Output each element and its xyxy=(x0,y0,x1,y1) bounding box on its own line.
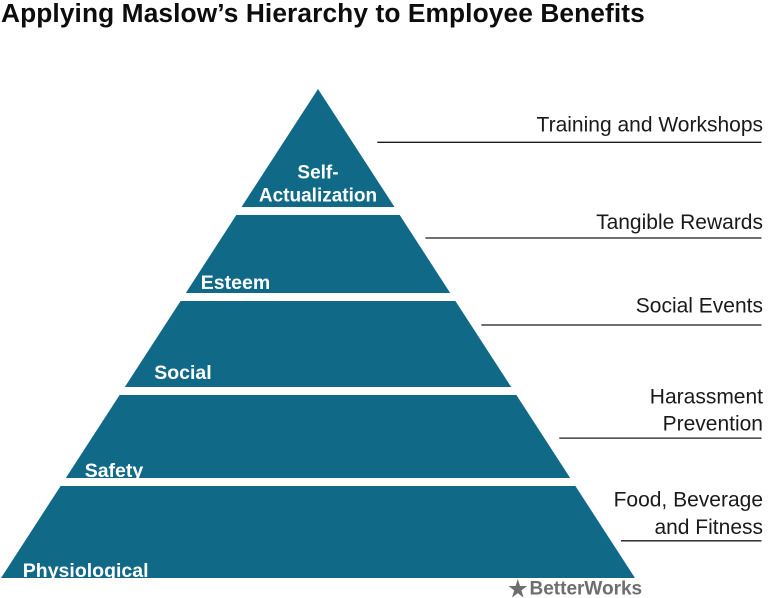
svg-text:Harassment: Harassment xyxy=(650,385,763,408)
svg-text:Training and Workshops: Training and Workshops xyxy=(537,114,763,137)
svg-text:Actualization: Actualization xyxy=(259,186,377,207)
svg-text:Esteem: Esteem xyxy=(201,272,270,294)
svg-text:BetterWorks: BetterWorks xyxy=(530,579,643,598)
svg-text:Self-: Self- xyxy=(297,163,338,184)
svg-text:Food, Beverage: Food, Beverage xyxy=(614,489,763,512)
svg-text:Safety: Safety xyxy=(85,460,144,482)
svg-text:and Fitness: and Fitness xyxy=(654,516,763,539)
svg-text:Social Events: Social Events xyxy=(636,295,763,318)
svg-text:Tangible Rewards: Tangible Rewards xyxy=(596,211,763,234)
svg-text:Social: Social xyxy=(154,362,211,384)
svg-text:Prevention: Prevention xyxy=(663,412,763,435)
svg-text:Physiological: Physiological xyxy=(23,560,149,582)
